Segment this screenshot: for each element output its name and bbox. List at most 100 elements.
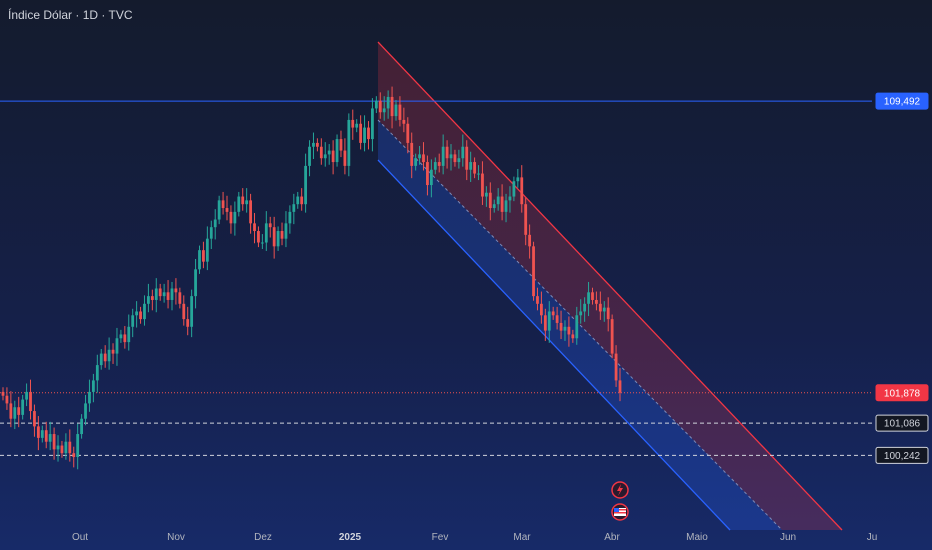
candle-body	[319, 146, 323, 159]
candle-body	[532, 246, 535, 297]
candle-body	[111, 349, 115, 354]
candle-body	[229, 211, 233, 224]
channel-upper-line	[377, 41, 843, 531]
candle-body	[481, 173, 484, 197]
lightning-glyph-icon	[617, 484, 623, 496]
resistance-badge-label: 109,492	[884, 97, 921, 108]
candle-body	[547, 311, 551, 331]
candle-body	[555, 315, 559, 323]
candle-body	[194, 269, 197, 297]
candle-body	[241, 196, 245, 205]
x-tick-label: Mar	[513, 532, 531, 543]
candle-body	[88, 391, 91, 404]
candle-body	[327, 150, 331, 155]
candle-body	[123, 334, 127, 343]
candle-body	[99, 353, 103, 366]
candle-body	[614, 353, 618, 381]
candle-body	[292, 204, 296, 212]
candle-body	[426, 162, 429, 186]
resistance-badge-bg	[875, 92, 929, 110]
x-tick-label: Dez	[254, 532, 272, 543]
candle-body	[300, 196, 304, 205]
candle-body	[237, 196, 241, 212]
candle-body	[595, 299, 598, 304]
candle-body	[571, 334, 575, 339]
x-tick-label: Fev	[432, 532, 449, 543]
candle-body	[567, 326, 571, 335]
candle-body	[29, 391, 32, 412]
candle-body	[579, 311, 583, 316]
candle-body	[143, 303, 146, 320]
candle-body	[323, 154, 327, 159]
candle-body	[551, 311, 555, 316]
candle-body	[406, 123, 410, 143]
candle-body	[1, 391, 5, 396]
candle-body	[280, 231, 284, 239]
candle-body	[166, 292, 170, 300]
candle-body	[284, 223, 288, 239]
candle-body	[95, 365, 99, 381]
us-flag-stripe-icon	[614, 512, 626, 514]
candle-body	[17, 407, 21, 415]
candle-body	[209, 227, 213, 239]
candle-body	[524, 204, 528, 235]
candle-body	[52, 434, 56, 450]
candle-body	[48, 434, 52, 442]
channel-blue-fill	[378, 120, 782, 530]
candle-body	[44, 430, 48, 442]
candle-body	[257, 231, 260, 243]
us-flag-canton-icon	[614, 508, 619, 512]
candle-body	[272, 227, 276, 247]
candle-body	[488, 192, 492, 209]
candle-body	[80, 418, 83, 435]
candle-body	[528, 234, 532, 247]
candle-body	[213, 219, 217, 228]
candle-body	[178, 292, 182, 304]
x-tick-label: Maio	[686, 532, 708, 543]
candle-body	[445, 146, 449, 159]
candle-body	[9, 403, 13, 419]
candle-body	[371, 108, 374, 140]
candle-body	[64, 441, 68, 454]
x-tick-label: Abr	[604, 532, 620, 543]
candle-body	[355, 123, 359, 128]
candle-body	[598, 303, 602, 312]
candle-body	[131, 315, 135, 327]
candle-body	[618, 380, 622, 393]
candle-body	[56, 445, 60, 450]
candle-body	[343, 150, 347, 166]
candle-body	[221, 200, 225, 209]
chart-title: Índice Dólar · 1D · TVC	[8, 8, 133, 22]
candle-body	[202, 250, 205, 262]
candle-body	[13, 407, 17, 419]
candle-body	[583, 303, 587, 312]
candle-body	[367, 127, 370, 140]
candle-body	[394, 104, 398, 117]
candle-body	[174, 288, 178, 293]
candle-body	[359, 123, 363, 143]
candle-body	[205, 238, 209, 262]
candle-body	[449, 154, 453, 159]
candle-body	[154, 288, 158, 300]
candle-body	[139, 311, 142, 320]
support-badge-2-bg	[875, 446, 929, 464]
candle-body	[496, 196, 500, 205]
support-badge-1-label: 101,086	[884, 419, 921, 430]
candle-body	[225, 208, 229, 212]
candle-body	[158, 288, 162, 297]
candle-body	[5, 395, 9, 404]
candle-body	[76, 434, 80, 458]
candle-body	[520, 177, 524, 205]
candle-body	[217, 200, 221, 220]
candle-body	[245, 200, 249, 205]
candle-body	[170, 288, 174, 300]
candle-body	[536, 296, 539, 304]
candle-body	[461, 146, 465, 159]
candle-body	[351, 119, 355, 128]
candle-body	[312, 142, 315, 147]
x-tick-label: 2025	[339, 532, 362, 543]
candle-body	[453, 154, 457, 163]
us-flag-stripe-icon	[614, 509, 626, 511]
